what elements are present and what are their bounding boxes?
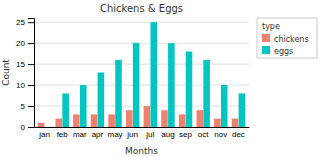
bar bbox=[80, 85, 87, 127]
bar bbox=[161, 110, 168, 127]
x-tick-label: aug bbox=[161, 130, 174, 139]
x-axis: janfebmaraprmayjunjulaugsepoctnovdec bbox=[35, 128, 250, 139]
bar bbox=[214, 119, 221, 127]
legend-swatch bbox=[262, 34, 270, 42]
y-tick-label: 15 bbox=[16, 60, 25, 69]
x-axis-line bbox=[35, 127, 250, 128]
x-tick: jun bbox=[126, 130, 138, 139]
bar bbox=[45, 127, 52, 128]
x-tick-label: feb bbox=[57, 130, 69, 139]
y-tick-label: 25 bbox=[16, 18, 25, 27]
bar bbox=[62, 93, 69, 127]
x-tick-label: apr bbox=[92, 130, 104, 139]
x-tick: jul bbox=[145, 130, 154, 139]
bar bbox=[232, 119, 239, 127]
plot: 0 5 10 15 20 25 janfebmaraprmayjunjulaugsepoct… bbox=[16, 18, 249, 138]
y-tick: 25 bbox=[16, 18, 34, 27]
x-tick: may bbox=[108, 130, 123, 139]
bar bbox=[73, 114, 80, 127]
x-tick-label: mar bbox=[73, 130, 87, 139]
bar bbox=[144, 106, 151, 127]
x-tick: mar bbox=[73, 130, 87, 139]
x-tick: dec bbox=[232, 130, 245, 139]
x-tick: sep bbox=[179, 130, 192, 139]
chart-container: 0 5 10 15 20 25 janfebmaraprmayjunjulaugsepoct… bbox=[0, 0, 321, 157]
legend-swatch bbox=[262, 46, 270, 54]
y-tick-mark bbox=[28, 106, 34, 107]
x-tick-label: jul bbox=[145, 130, 154, 139]
x-tick-label: may bbox=[108, 130, 123, 139]
x-tick: aug bbox=[161, 130, 174, 139]
bar bbox=[203, 60, 210, 127]
legend-box bbox=[257, 18, 317, 58]
bar bbox=[38, 123, 45, 127]
y-tick: 10 bbox=[16, 81, 34, 90]
bar bbox=[55, 119, 62, 127]
y-tick-label: 10 bbox=[16, 81, 25, 90]
x-tick: jan bbox=[38, 130, 50, 139]
legend-item: eggs bbox=[262, 46, 293, 56]
x-tick-label: sep bbox=[179, 130, 192, 139]
bars bbox=[38, 22, 245, 127]
grid-line bbox=[34, 43, 249, 44]
y-tick: 20 bbox=[16, 39, 34, 48]
x-tick: oct bbox=[198, 130, 209, 139]
y-tick-label: 0 bbox=[21, 123, 26, 132]
legend-label: chickens bbox=[274, 35, 309, 44]
bar bbox=[168, 43, 175, 127]
x-axis-title: Months bbox=[125, 146, 158, 156]
bar bbox=[221, 85, 228, 127]
y-tick-mark bbox=[28, 22, 34, 23]
x-tick-label: jun bbox=[126, 130, 138, 139]
y-tick-mark bbox=[28, 85, 34, 86]
title: Chickens & Eggs bbox=[100, 3, 183, 14]
grid-line bbox=[34, 22, 249, 23]
y-tick: 15 bbox=[16, 60, 34, 69]
grid-line bbox=[34, 64, 249, 65]
y-tick: 0 bbox=[21, 123, 34, 132]
grid-line bbox=[34, 85, 249, 86]
bar bbox=[108, 114, 115, 127]
bar bbox=[150, 22, 157, 127]
y-axis-line bbox=[28, 19, 35, 128]
bar bbox=[186, 52, 193, 127]
legend: type chickens eggs bbox=[257, 18, 317, 58]
x-tick: nov bbox=[214, 130, 227, 139]
x-tick: feb bbox=[57, 130, 69, 139]
grid bbox=[34, 22, 249, 127]
legend-title: type bbox=[262, 22, 280, 31]
y-axis-title: Count bbox=[1, 59, 11, 86]
y-axis: 0 5 10 15 20 25 bbox=[16, 18, 34, 132]
y-tick-label: 5 bbox=[21, 102, 26, 111]
bar bbox=[239, 93, 246, 127]
bar bbox=[196, 110, 203, 127]
bar bbox=[98, 73, 105, 128]
legend-label: eggs bbox=[274, 47, 293, 56]
bar bbox=[179, 114, 186, 127]
y-tick-mark bbox=[28, 127, 34, 128]
x-tick-label: dec bbox=[232, 130, 245, 139]
x-tick-label: jan bbox=[38, 130, 50, 139]
x-tick-label: nov bbox=[214, 130, 227, 139]
bar bbox=[133, 43, 140, 127]
x-tick-label: oct bbox=[198, 130, 209, 139]
bar bbox=[126, 110, 133, 127]
bar bbox=[115, 60, 122, 127]
y-tick-mark bbox=[28, 64, 34, 65]
legend-item: chickens bbox=[262, 34, 309, 44]
x-tick: apr bbox=[92, 130, 104, 139]
y-tick-label: 20 bbox=[16, 39, 25, 48]
y-tick-mark bbox=[28, 43, 34, 44]
bar bbox=[91, 114, 98, 127]
bar-series bbox=[62, 22, 245, 127]
chart-svg: 0 5 10 15 20 25 janfebmaraprmayjunjulaugsepoct… bbox=[0, 0, 321, 157]
y-tick: 5 bbox=[21, 102, 34, 111]
